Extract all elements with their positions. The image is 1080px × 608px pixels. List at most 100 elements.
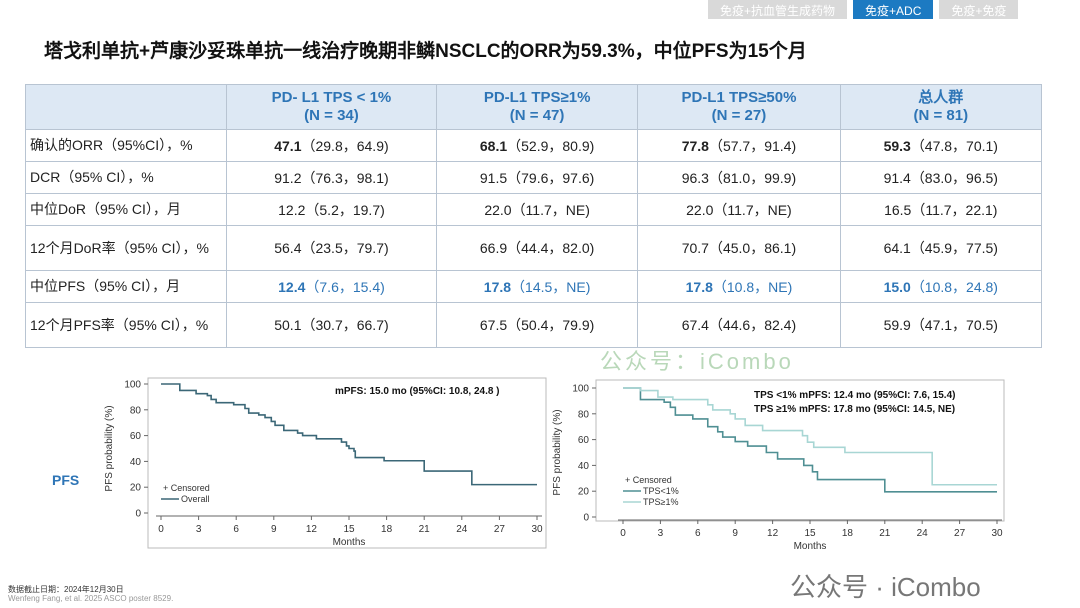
cell-value: 91.2 <box>274 169 302 186</box>
header-line2: (N = 47) <box>509 107 565 124</box>
x-tick-label: 24 <box>917 528 929 539</box>
table-row: 中位DoR（95% CI），月 12.2（5.2，19.7) 22.0（11.7，N… <box>25 193 1043 226</box>
header-line1: 总人群 <box>918 89 964 106</box>
x-tick-label: 9 <box>732 528 738 539</box>
header-line1: PD- L1 TPS < 1% <box>271 89 392 106</box>
x-tick-label: 21 <box>879 528 891 539</box>
x-tick-label: 12 <box>767 528 779 539</box>
table-cell: 59.9（47.1，70.5) <box>839 302 1043 348</box>
cell-value: 22.0 <box>484 201 512 218</box>
km-curve-TPS1 <box>623 387 997 486</box>
cell-value: 67.5 <box>479 317 508 333</box>
cell-ci: （44.6，82.4) <box>708 317 797 333</box>
row-label: 中位PFS（95% CI），月 <box>25 270 227 303</box>
table-cell: 67.5（50.4，79.9) <box>435 302 639 348</box>
x-tick-label: 30 <box>991 528 1003 539</box>
legend-label: TPS<1% <box>643 486 679 496</box>
table-row: DCR（95% CI），% 91.2（76.3，98.1) 91.5（79.6，97… <box>25 161 1043 194</box>
x-axis-label: Months <box>794 541 827 552</box>
table-cell: 12.2（5.2，19.7) <box>226 193 437 226</box>
table-row: 中位PFS（95% CI），月 12.4（7.6，15.4) 17.8（14.5，N… <box>25 270 1043 303</box>
column-header: 总人群 (N = 81) <box>839 84 1043 130</box>
legend-censored: + Censored <box>163 483 210 493</box>
cell-ci: （29.8，64.9) <box>301 137 389 154</box>
table-cell: 64.1（45.9，77.5) <box>839 225 1043 271</box>
data-cutoff: 数据截止日期：2024年12月30日 <box>8 585 124 594</box>
table-cell: 15.0（10.8，24.8) <box>839 270 1043 303</box>
cell-ci: （76.3，98.1) <box>301 169 389 186</box>
wechat-watermark: 公众号 · iCombo <box>790 572 981 602</box>
legend-label: Overall <box>181 494 210 504</box>
table-cell: 70.7（45.0，86.1) <box>637 225 841 271</box>
cell-ci: （81.0，99.9) <box>708 169 797 186</box>
cell-value: 68.1 <box>479 137 508 154</box>
y-tick-label: 60 <box>130 431 142 442</box>
y-tick-label: 20 <box>130 483 142 494</box>
legend-label: TPS≥1% <box>643 497 678 507</box>
tab-immuno-antiangio[interactable]: 免疫+抗血管生成药物 <box>708 0 848 19</box>
tab-immuno-adc[interactable]: 免疫+ADC <box>853 0 934 19</box>
cell-ci: （50.4，79.9) <box>507 317 595 333</box>
header-line1: PD-L1 TPS≥1% <box>483 89 591 106</box>
x-tick-label: 27 <box>954 528 966 539</box>
km-curve-TPS1 <box>623 387 997 493</box>
cell-ci: （83.0，96.5) <box>910 169 998 186</box>
y-tick-label: 60 <box>578 435 590 446</box>
cell-ci: （79.6，97.6) <box>507 169 595 186</box>
pfs-label: PFS <box>52 472 80 488</box>
row-label: 12个月DoR率（95% CI），% <box>25 225 227 271</box>
x-tick-label: 30 <box>531 524 543 535</box>
cell-value: 12.2 <box>278 201 306 218</box>
cell-value: 17.8 <box>685 278 713 295</box>
plot-frame <box>595 379 1005 522</box>
cell-value: 22.0 <box>686 201 714 218</box>
cell-value: 56.4 <box>274 240 302 256</box>
table-cell: 67.4（44.6，82.4) <box>637 302 841 348</box>
x-tick-label: 6 <box>695 528 701 539</box>
cell-value: 70.7 <box>681 240 709 256</box>
cell-ci: （23.5，79.7) <box>301 240 389 256</box>
cell-value: 17.8 <box>483 278 512 295</box>
cell-ci: （45.0，86.1) <box>708 240 797 256</box>
cell-value: 67.4 <box>681 317 709 333</box>
x-tick-label: 6 <box>233 524 239 535</box>
header-line2: (N = 34) <box>304 107 359 124</box>
y-tick-label: 40 <box>578 461 590 472</box>
y-tick-label: 40 <box>130 457 142 468</box>
annotation: mPFS: 15.0 mo (95%CI: 10.8, 24.8 ) <box>335 386 500 397</box>
table-cell: 59.3（47.8，70.1) <box>839 129 1043 162</box>
cell-value: 15.0 <box>883 278 911 295</box>
y-tick-label: 100 <box>572 384 589 395</box>
row-label: DCR（95% CI），% <box>25 161 227 194</box>
cell-ci: （14.5，NE) <box>511 278 591 295</box>
watermark: 公众号：iCombo <box>600 349 794 374</box>
y-tick-label: 0 <box>583 513 589 524</box>
x-tick-label: 18 <box>842 528 854 539</box>
x-tick-label: 27 <box>494 524 506 535</box>
cell-value: 16.5 <box>884 201 912 218</box>
x-tick-label: 9 <box>271 524 277 535</box>
x-tick-label: 18 <box>381 524 393 535</box>
row-label: 确认的ORR（95%CI），% <box>25 129 227 162</box>
legend-censored: + Censored <box>625 475 672 485</box>
y-tick-label: 100 <box>124 380 141 391</box>
cell-value: 77.8 <box>681 137 709 154</box>
cell-ci: （47.8，70.1) <box>910 137 998 154</box>
annotation: TPS <1% mPFS: 12.4 mo (95%CI: 7.6, 15.4) <box>754 390 955 401</box>
row-label: 中位DoR（95% CI），月 <box>25 193 227 226</box>
x-tick-label: 3 <box>196 524 202 535</box>
table-cell: 91.5（79.6，97.6) <box>435 161 639 194</box>
cell-ci: （30.7，66.7) <box>301 317 389 333</box>
cell-ci: （7.6，15.4) <box>305 278 385 295</box>
column-header: PD-L1 TPS≥1% (N = 47) <box>435 84 639 130</box>
header-empty <box>25 84 227 130</box>
tab-immuno-immuno[interactable]: 免疫+免疫 <box>939 0 1019 19</box>
table-row: 确认的ORR（95%CI），% 47.1（29.8，64.9) 68.1（52.9，… <box>25 129 1043 162</box>
cell-ci: （11.7，NE) <box>713 201 792 218</box>
table-cell: 91.2（76.3，98.1) <box>226 161 437 194</box>
y-tick-label: 20 <box>578 487 590 498</box>
cell-value: 91.5 <box>479 169 508 186</box>
table-row: 12个月PFS率（95% CI），% 50.1（30.7，66.7) 67.5（50… <box>25 302 1043 348</box>
header-line1: PD-L1 TPS≥50% <box>681 89 797 106</box>
x-tick-label: 0 <box>620 528 626 539</box>
